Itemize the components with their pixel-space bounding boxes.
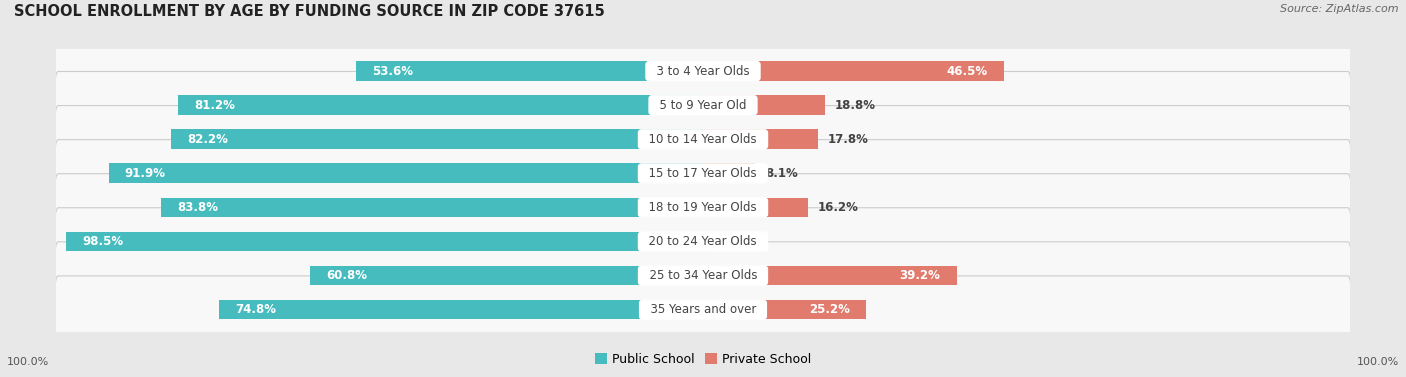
- Text: 20 to 24 Year Olds: 20 to 24 Year Olds: [641, 235, 765, 248]
- Bar: [703, 266, 956, 285]
- Bar: [703, 61, 1004, 81]
- FancyBboxPatch shape: [55, 276, 1351, 343]
- Bar: [108, 164, 703, 183]
- Text: 39.2%: 39.2%: [900, 269, 941, 282]
- Bar: [356, 61, 703, 81]
- FancyBboxPatch shape: [55, 37, 1351, 105]
- Text: 18.8%: 18.8%: [834, 99, 876, 112]
- Text: 98.5%: 98.5%: [82, 235, 124, 248]
- FancyBboxPatch shape: [55, 242, 1351, 309]
- Text: SCHOOL ENROLLMENT BY AGE BY FUNDING SOURCE IN ZIP CODE 37615: SCHOOL ENROLLMENT BY AGE BY FUNDING SOUR…: [14, 4, 605, 19]
- FancyBboxPatch shape: [55, 139, 1351, 207]
- FancyBboxPatch shape: [55, 208, 1351, 275]
- Text: 15 to 17 Year Olds: 15 to 17 Year Olds: [641, 167, 765, 180]
- Text: 60.8%: 60.8%: [326, 269, 367, 282]
- Text: 25.2%: 25.2%: [808, 303, 849, 316]
- Bar: [172, 129, 703, 149]
- Text: 35 Years and over: 35 Years and over: [643, 303, 763, 316]
- Bar: [66, 231, 703, 251]
- Text: 18 to 19 Year Olds: 18 to 19 Year Olds: [641, 201, 765, 214]
- Bar: [309, 266, 703, 285]
- Text: 25 to 34 Year Olds: 25 to 34 Year Olds: [641, 269, 765, 282]
- Bar: [177, 95, 703, 115]
- Bar: [162, 198, 703, 217]
- FancyBboxPatch shape: [55, 174, 1351, 241]
- Text: 83.8%: 83.8%: [177, 201, 218, 214]
- Text: 16.2%: 16.2%: [817, 201, 858, 214]
- Bar: [703, 95, 824, 115]
- Bar: [219, 300, 703, 319]
- Legend: Public School, Private School: Public School, Private School: [589, 348, 817, 371]
- Text: Source: ZipAtlas.com: Source: ZipAtlas.com: [1281, 4, 1399, 14]
- Text: 91.9%: 91.9%: [125, 167, 166, 180]
- Text: 10 to 14 Year Olds: 10 to 14 Year Olds: [641, 133, 765, 146]
- Text: 100.0%: 100.0%: [1357, 357, 1399, 367]
- Bar: [703, 300, 866, 319]
- Text: 1.5%: 1.5%: [723, 235, 755, 248]
- Text: 81.2%: 81.2%: [194, 99, 235, 112]
- Text: 17.8%: 17.8%: [828, 133, 869, 146]
- Text: 3 to 4 Year Olds: 3 to 4 Year Olds: [650, 64, 756, 78]
- Text: 100.0%: 100.0%: [7, 357, 49, 367]
- Bar: [703, 231, 713, 251]
- Text: 8.1%: 8.1%: [765, 167, 797, 180]
- Text: 74.8%: 74.8%: [235, 303, 277, 316]
- FancyBboxPatch shape: [55, 106, 1351, 173]
- Bar: [703, 198, 808, 217]
- Text: 5 to 9 Year Old: 5 to 9 Year Old: [652, 99, 754, 112]
- Text: 82.2%: 82.2%: [187, 133, 228, 146]
- FancyBboxPatch shape: [55, 72, 1351, 139]
- Bar: [703, 129, 818, 149]
- Text: 46.5%: 46.5%: [946, 64, 987, 78]
- Bar: [703, 164, 755, 183]
- Text: 53.6%: 53.6%: [373, 64, 413, 78]
